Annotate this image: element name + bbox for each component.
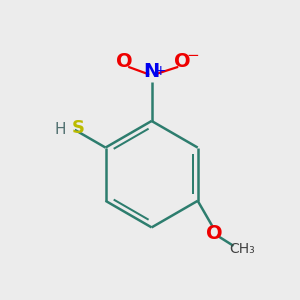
Text: N: N — [143, 61, 160, 81]
Text: −: − — [186, 48, 199, 63]
Text: CH₃: CH₃ — [230, 242, 256, 256]
Text: O: O — [116, 52, 133, 71]
Text: +: + — [155, 64, 167, 78]
Text: O: O — [174, 52, 190, 71]
Text: O: O — [206, 224, 223, 243]
Text: H: H — [55, 122, 66, 137]
Text: S: S — [71, 119, 85, 137]
